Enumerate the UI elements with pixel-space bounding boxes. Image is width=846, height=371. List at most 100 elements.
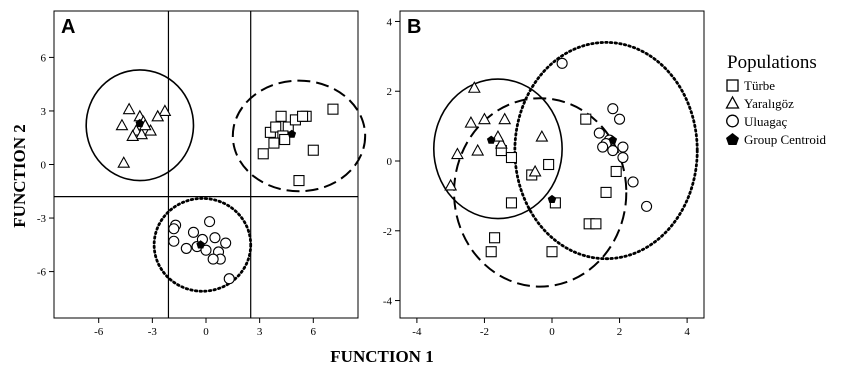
point-triangle <box>450 147 464 160</box>
x-tick-label: 2 <box>617 326 623 338</box>
point-circle <box>209 232 221 244</box>
confidence-ellipse-solid <box>85 69 195 182</box>
point-triangle <box>498 112 512 125</box>
point-triangle <box>478 112 491 125</box>
confidence-ellipse-dotted <box>513 40 699 261</box>
point-circle <box>607 103 619 115</box>
point-centroid <box>547 194 557 203</box>
point-square <box>485 246 497 258</box>
point-square <box>293 175 305 187</box>
y-tick-label: -4 <box>383 296 393 308</box>
legend-marker-square <box>726 79 739 92</box>
point-triangle <box>135 127 149 140</box>
point-square <box>257 148 269 160</box>
y-tick-label: -3 <box>37 213 47 225</box>
point-square <box>279 133 291 146</box>
point-circle <box>168 223 180 235</box>
point-square <box>327 103 339 115</box>
legend-marker-triangle <box>725 95 740 109</box>
legend-label-centroid: Group Centroid <box>744 132 826 147</box>
point-circle <box>187 226 200 238</box>
y-tick-label: -6 <box>37 267 47 279</box>
y-tick-label: 2 <box>387 86 393 98</box>
point-circle <box>593 127 605 139</box>
point-triangle <box>122 102 136 115</box>
y-tick-label: 6 <box>41 52 47 64</box>
legend-title: Populations <box>727 52 817 73</box>
point-triangle <box>151 109 165 122</box>
point-centroid <box>196 240 205 249</box>
point-centroid <box>287 129 297 138</box>
panel-letter: B <box>407 16 421 38</box>
point-circle <box>556 57 568 69</box>
x-axis-label: FUNCTION 1 <box>330 347 433 366</box>
point-circle <box>220 237 232 249</box>
point-triangle <box>117 156 131 168</box>
point-square <box>297 110 309 122</box>
y-tick-label: 3 <box>41 106 47 118</box>
panel-b: B -4 -2 0 2 4 4 2 0 -2 -4 <box>383 10 705 338</box>
x-tick-label: 0 <box>549 326 555 338</box>
legend-label-uluagac: Uluagaç <box>744 114 788 129</box>
legend-marker-pentagon <box>726 133 739 145</box>
point-triangle <box>528 164 542 177</box>
point-square <box>275 110 287 122</box>
point-circle <box>617 141 629 153</box>
point-circle <box>168 235 180 247</box>
point-square <box>268 137 280 149</box>
point-centroid <box>608 135 618 144</box>
point-square <box>590 218 602 230</box>
y-tick-label: 0 <box>41 160 47 172</box>
y-tick-label: 0 <box>387 156 393 168</box>
point-triangle <box>467 81 481 93</box>
point-centroid <box>135 118 145 128</box>
point-square <box>580 113 592 125</box>
confidence-ellipse-dashed <box>231 79 367 193</box>
point-square <box>610 165 622 178</box>
point-square <box>543 158 555 171</box>
legend-label-yaraligoz: Yaralıgöz <box>744 96 794 111</box>
x-tick-label: -2 <box>480 326 489 338</box>
point-circle <box>204 216 216 228</box>
y-tick-label: 4 <box>387 16 393 28</box>
point-triangle <box>494 136 508 149</box>
point-square <box>270 121 282 133</box>
x-tick-label: -3 <box>148 326 158 338</box>
x-tick-label: 3 <box>257 326 263 338</box>
point-triangle <box>464 115 478 128</box>
x-tick-label: -6 <box>94 326 104 338</box>
legend-label-turbe: Türbe <box>744 78 775 93</box>
point-circle <box>641 200 653 212</box>
point-circle <box>617 151 629 164</box>
point-triangle <box>444 178 458 191</box>
point-triangle <box>126 129 140 141</box>
point-triangle <box>115 118 129 131</box>
point-square <box>600 186 612 198</box>
point-circle <box>614 113 626 125</box>
point-circle <box>627 176 639 188</box>
point-circle <box>597 141 609 153</box>
x-tick-label: -4 <box>412 326 422 338</box>
confidence-ellipse-dashed <box>453 97 628 288</box>
point-square <box>505 197 518 209</box>
y-axis-label: FUNCTION 2 <box>10 124 29 227</box>
x-tick-label: 0 <box>203 326 209 338</box>
point-triangle <box>158 104 172 117</box>
legend-marker-circle <box>726 114 739 128</box>
point-circle <box>207 253 219 265</box>
y-tick-label: -2 <box>383 226 392 238</box>
point-circle <box>607 144 619 157</box>
confidence-ellipse-dotted <box>152 197 253 293</box>
point-square <box>546 246 558 258</box>
point-circle <box>223 273 235 285</box>
panel-letter: A <box>61 16 75 38</box>
point-circle <box>180 242 192 254</box>
point-square <box>489 232 501 244</box>
x-tick-label: 4 <box>684 326 690 338</box>
plot-frame <box>53 10 359 319</box>
point-centroid <box>486 135 496 144</box>
point-square <box>505 151 518 164</box>
point-triangle <box>471 143 485 156</box>
point-triangle <box>535 129 549 142</box>
